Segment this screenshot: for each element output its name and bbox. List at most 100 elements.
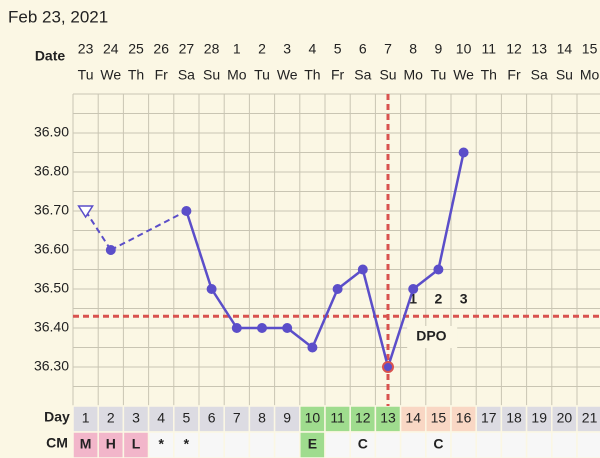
date: 13	[531, 41, 547, 57]
temp-line	[286, 327, 314, 349]
chart-title: Feb 23, 2021	[8, 7, 108, 26]
temp-point	[458, 147, 469, 158]
temp-point	[206, 284, 217, 294]
weekday: Tu	[254, 67, 270, 83]
weekday: Fr	[155, 67, 169, 83]
day: 13	[380, 410, 396, 426]
temp-line	[437, 152, 465, 270]
temp-point	[257, 323, 267, 333]
weekday: Tu	[430, 67, 446, 83]
day: 21	[582, 410, 598, 426]
cm-cell	[147, 431, 175, 458]
weekday: We	[453, 67, 474, 83]
day-cell	[248, 405, 276, 433]
dpo-number: 3	[460, 291, 468, 307]
date: 15	[582, 41, 598, 57]
day-cell	[223, 405, 251, 433]
y-tick-label: 36.30	[34, 358, 69, 374]
day: 1	[82, 410, 90, 426]
weekday: Sa	[178, 67, 195, 83]
weekday: Mo	[580, 67, 600, 83]
day: 3	[132, 410, 140, 426]
day: 19	[531, 410, 547, 426]
day-label: Day	[44, 409, 70, 425]
temp-line	[110, 210, 187, 251]
day: 2	[107, 410, 115, 426]
date: 24	[103, 41, 119, 57]
temp-point	[382, 361, 394, 373]
date: 8	[409, 41, 417, 57]
cm-value: C	[358, 436, 368, 452]
day: 12	[355, 410, 371, 426]
cm-value: *	[158, 436, 164, 452]
temp-line	[185, 210, 213, 290]
temp-line	[311, 288, 339, 348]
day: 14	[405, 410, 421, 426]
day: 5	[183, 410, 191, 426]
cm-cell	[551, 431, 578, 458]
weekday: We	[277, 67, 298, 83]
y-tick-label: 36.60	[34, 241, 69, 257]
dpo-text: DPO	[416, 328, 446, 344]
weekday: Th	[128, 67, 144, 83]
date: 10	[456, 41, 472, 57]
temp-point	[433, 264, 444, 275]
cm-cell	[576, 431, 600, 458]
temp-point	[105, 245, 116, 255]
cm-cell	[324, 431, 351, 458]
weekday: Tu	[78, 67, 94, 83]
day: 4	[157, 410, 165, 426]
temp-line	[210, 288, 238, 329]
y-tick-label: 36.40	[34, 319, 69, 335]
cm-value: H	[106, 436, 116, 452]
temp-point	[357, 264, 368, 275]
date: 7	[384, 41, 392, 57]
date: 3	[283, 41, 291, 57]
weekday: Su	[556, 67, 573, 83]
y-tick-label: 36.80	[34, 163, 69, 179]
temp-point	[231, 323, 242, 333]
cm-value: E	[308, 436, 317, 452]
day: 10	[305, 410, 321, 426]
cm-cell	[525, 431, 553, 458]
cm-cell	[198, 431, 225, 458]
cm-cell	[450, 431, 477, 458]
date: 1	[233, 41, 241, 57]
date: 6	[359, 41, 367, 57]
temp-point	[332, 284, 343, 294]
date: 23	[78, 41, 94, 57]
cm-cell	[248, 431, 276, 458]
temp-point	[307, 342, 318, 353]
cm-cell	[500, 431, 528, 458]
date: 25	[128, 41, 144, 57]
day-cell	[147, 405, 175, 433]
day: 11	[330, 410, 345, 426]
day: 17	[481, 410, 497, 426]
date: 14	[557, 41, 573, 57]
dpo-number: 2	[435, 291, 443, 307]
weekday: Sa	[531, 67, 548, 83]
date: 12	[506, 41, 522, 57]
cm-cell	[299, 431, 326, 458]
temp-line	[412, 268, 440, 290]
dpo-box	[407, 326, 458, 348]
cm-value: M	[80, 436, 92, 452]
cm-cell	[122, 431, 150, 458]
cm-value: L	[132, 436, 141, 452]
day: 9	[283, 410, 291, 426]
y-tick-label: 36.90	[34, 124, 69, 140]
day-cell	[500, 405, 528, 433]
date: 9	[435, 41, 443, 57]
day: 8	[258, 410, 266, 426]
weekday: Su	[379, 67, 396, 83]
cm-cell	[374, 431, 402, 458]
weekday: Th	[304, 67, 320, 83]
date: 26	[153, 41, 169, 57]
dpo-number: 1	[409, 291, 417, 307]
cm-cell	[223, 431, 251, 458]
temp-point	[77, 205, 94, 219]
temp-line	[84, 210, 112, 251]
day: 15	[431, 410, 447, 426]
date: 27	[179, 41, 195, 57]
